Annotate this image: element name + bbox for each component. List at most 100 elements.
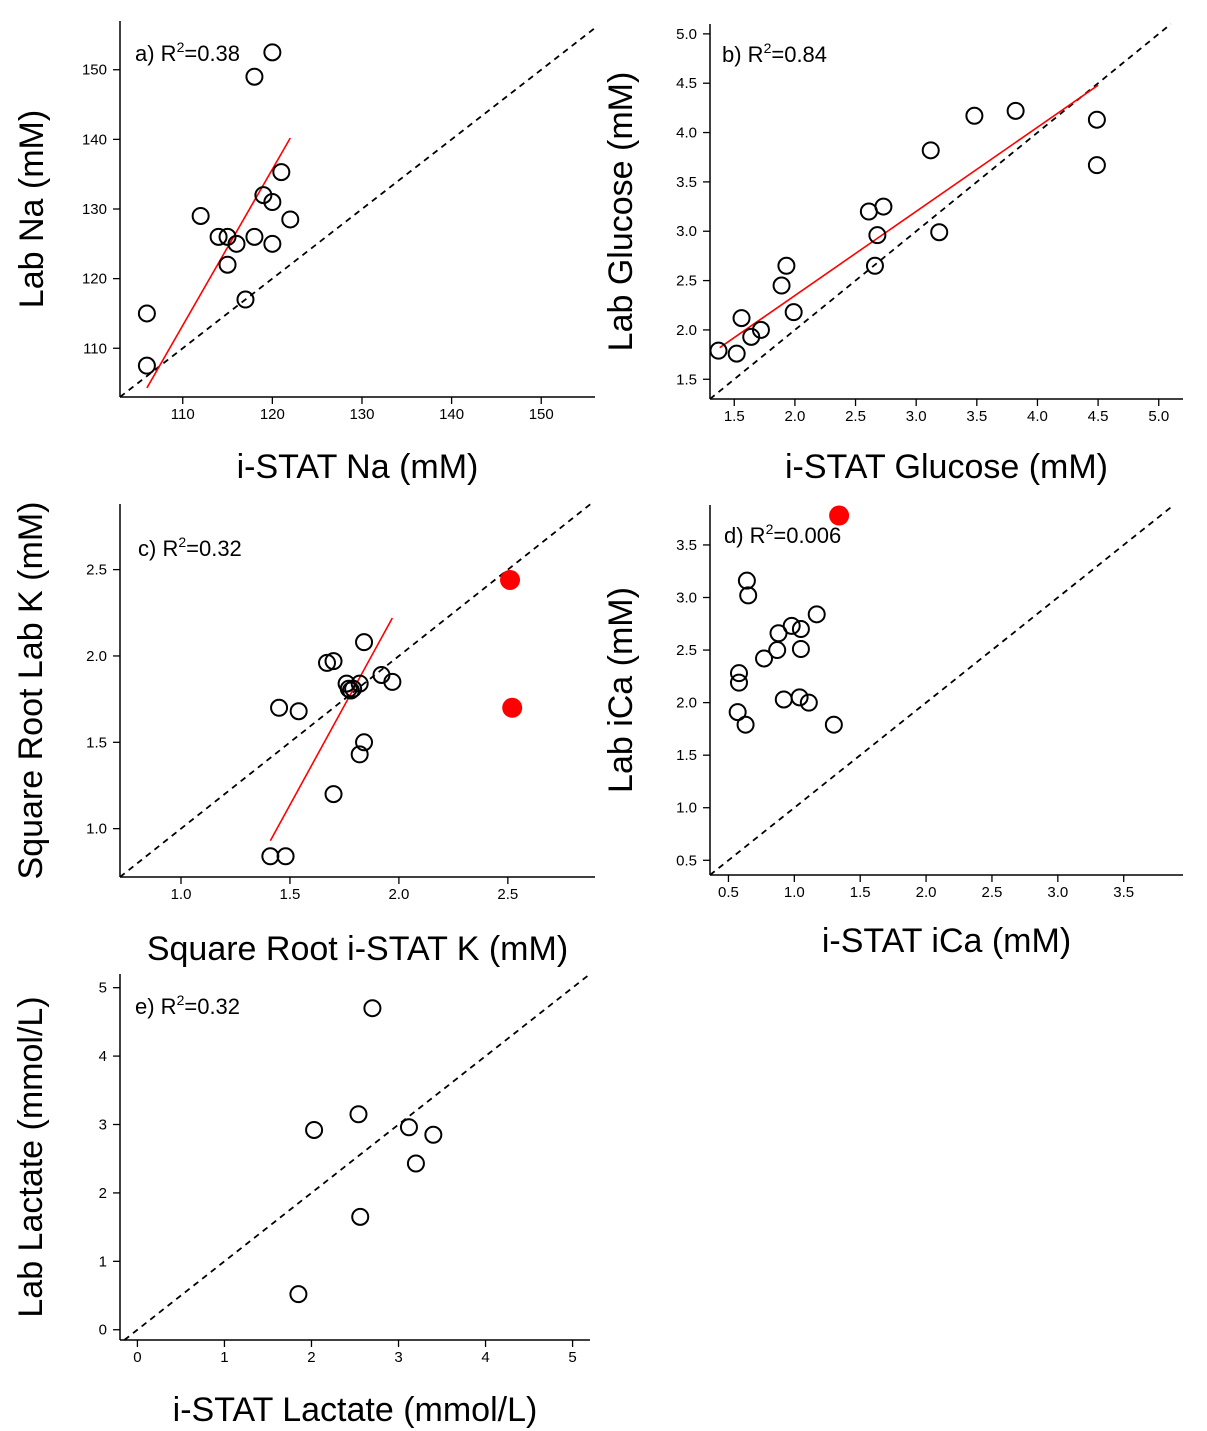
data-point <box>755 649 774 668</box>
identity-line <box>119 27 596 398</box>
y-tick-label: 130 <box>82 201 107 218</box>
data-point <box>736 715 755 734</box>
data-point <box>799 693 818 712</box>
data-point-red <box>829 505 850 526</box>
y-tick-label: 1 <box>99 1253 107 1270</box>
data-point <box>772 276 791 295</box>
y-tick-label: 1.5 <box>676 747 697 764</box>
x-tick-label: 2.0 <box>784 408 805 425</box>
y-axis-title: Lab Lactate (mmol/L) <box>12 996 50 1317</box>
data-point <box>729 673 748 692</box>
y-tick-label: 4.0 <box>676 125 697 142</box>
y-axis-title: Square Root Lab K (mM) <box>12 502 50 880</box>
data-point <box>921 141 940 160</box>
x-tick-label: 140 <box>439 406 464 423</box>
data-point <box>774 690 793 709</box>
data-point <box>137 304 156 323</box>
panel-d-scatter: 0.5 1.0 1.5 2.0 2.5 3.0 3.5 0.5 1.0 1.5 2.0 2.5 3.0 3… <box>602 504 1183 960</box>
data-point <box>350 674 369 693</box>
x-tick-label: 1.0 <box>171 886 192 903</box>
data-point <box>868 226 887 245</box>
data-point <box>339 679 358 698</box>
y-tick-label: 140 <box>82 131 107 148</box>
data-point <box>727 344 746 363</box>
y-axis-title: Lab iCa (mM) <box>602 587 640 793</box>
x-tick-label: 0 <box>133 1349 141 1366</box>
y-tick-label: 3.5 <box>676 174 697 191</box>
y-tick-label: 2.0 <box>676 322 697 339</box>
x-axis-title: Square Root i-STAT K (mM) <box>147 930 568 968</box>
x-tick-label: 120 <box>260 406 285 423</box>
x-axis-title: i-STAT iCa (mM) <box>822 922 1071 960</box>
data-point <box>865 256 884 275</box>
data-point <box>289 1285 308 1304</box>
data-point <box>263 193 282 212</box>
panel-e-scatter: 0 1 2 3 4 5 0 1 2 3 4 5 e) R2=0.32 i-STAT Lactate (mm… <box>12 973 591 1429</box>
data-point <box>276 847 295 866</box>
data-point <box>732 309 751 328</box>
data-point <box>305 1120 324 1139</box>
x-tick-label: 110 <box>171 406 195 423</box>
data-point <box>363 999 382 1018</box>
x-tick-label: 2 <box>307 1349 315 1366</box>
data-point <box>751 320 770 339</box>
data-point <box>1006 101 1025 120</box>
x-tick-label: 2.5 <box>982 884 1003 901</box>
x-tick-label: 4.0 <box>1027 408 1048 425</box>
y-tick-label: 0 <box>99 1322 107 1339</box>
data-point <box>351 1207 370 1226</box>
data-point <box>791 620 810 639</box>
regression-line <box>719 84 1099 349</box>
data-point <box>383 672 402 691</box>
data-point <box>824 715 843 734</box>
y-tick-label: 1.5 <box>86 734 107 751</box>
data-point <box>281 210 300 229</box>
y-tick-label: 150 <box>82 62 107 79</box>
data-point <box>782 616 801 635</box>
data-point <box>350 745 369 764</box>
data-point <box>739 586 758 605</box>
x-axis-title: i-STAT Glucose (mM) <box>785 448 1108 486</box>
y-tick-label: 1.5 <box>676 371 697 388</box>
y-tick-label: 3 <box>99 1117 107 1134</box>
data-point <box>245 67 264 86</box>
data-point-red <box>500 569 521 590</box>
panel-b-scatter: 1.5 2.0 2.5 3.0 3.5 4.0 4.5 5.0 1.5 2.0 2.5 3.0 3.5 4… <box>602 23 1183 486</box>
data-point <box>227 234 246 253</box>
data-point <box>784 303 803 322</box>
data-point <box>709 341 728 360</box>
x-tick-label: 0.5 <box>718 884 739 901</box>
regression-line <box>146 137 291 389</box>
x-tick-label: 3.5 <box>1113 884 1134 901</box>
data-point <box>1087 110 1106 129</box>
y-tick-label: 120 <box>82 271 107 288</box>
x-tick-label: 2.0 <box>916 884 937 901</box>
data-point <box>768 641 787 660</box>
data-point <box>209 227 228 246</box>
data-point <box>245 227 264 246</box>
data-point <box>137 356 156 375</box>
data-point <box>965 106 984 125</box>
y-axis-title: Lab Glucose (mM) <box>602 72 640 352</box>
x-tick-label: 3.5 <box>966 408 987 425</box>
data-point <box>289 702 308 721</box>
data-point <box>324 652 343 671</box>
x-tick-label: 2.5 <box>845 408 866 425</box>
r-squared-annotation: d) R2=0.006 <box>724 521 841 548</box>
data-point <box>324 785 343 804</box>
y-tick-label: 2 <box>99 1185 107 1202</box>
y-tick-label: 2.5 <box>676 642 697 659</box>
identity-line <box>123 973 591 1341</box>
x-axis-title: i-STAT Na (mM) <box>237 448 479 486</box>
data-point <box>218 255 237 274</box>
y-tick-label: 0.5 <box>676 852 697 869</box>
data-point-red <box>502 697 523 718</box>
x-axis-title: i-STAT Lactate (mmol/L) <box>173 1391 538 1429</box>
identity-line <box>709 504 1175 876</box>
y-tick-label: 3.0 <box>676 223 697 240</box>
panel-c-scatter: 1.0 1.5 2.0 2.5 1.0 1.5 2.0 2.5 c) R2=0.32 Square… <box>12 502 595 968</box>
r-squared-annotation: b) R2=0.84 <box>722 40 827 67</box>
data-point <box>236 290 255 309</box>
data-point <box>930 223 949 242</box>
